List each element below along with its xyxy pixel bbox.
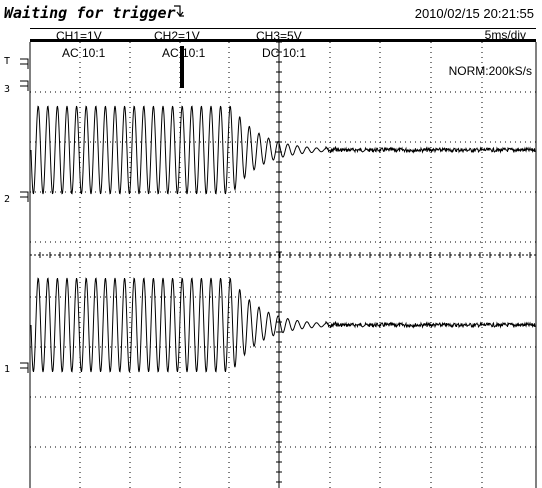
- ch2-scale[interactable]: CH2=1V: [154, 29, 200, 43]
- ch3-marker[interactable]: 3: [4, 84, 11, 95]
- ch1-coupling: AC 10:1: [62, 46, 106, 60]
- ch3-scale[interactable]: CH3=5V: [256, 29, 302, 43]
- trigger-edge-icon: [174, 5, 184, 17]
- level-marker: [20, 362, 29, 373]
- ch2-trace: [30, 105, 536, 195]
- ch2-cursor-bar: [180, 46, 184, 88]
- ch1-marker[interactable]: 1: [4, 364, 11, 375]
- status-bar: Waiting for trigger 2010/02/15 20:21:55: [0, 0, 542, 28]
- level-marker: [20, 80, 29, 91]
- level-marker: [20, 191, 29, 202]
- trigger-status: Waiting for trigger: [4, 4, 176, 22]
- ch1-scale[interactable]: CH1=1V: [56, 29, 102, 43]
- timebase[interactable]: 5ms/div: [484, 28, 526, 42]
- sample-rate: NORM:200kS/s: [448, 64, 532, 78]
- ch1-trace: [30, 277, 536, 373]
- channel-bar: CH1=1V CH2=1V CH3=5V: [30, 28, 536, 43]
- waveform-display[interactable]: [0, 42, 542, 488]
- ch3-coupling: DC 10:1: [262, 46, 307, 60]
- ch2-marker[interactable]: 2: [4, 194, 11, 205]
- trigger-level-marker[interactable]: T: [4, 56, 11, 67]
- level-marker: [20, 58, 29, 69]
- channel-level-markers: [20, 58, 29, 373]
- date-time: 2010/02/15 20:21:55: [414, 6, 534, 21]
- graticule: [29, 42, 537, 488]
